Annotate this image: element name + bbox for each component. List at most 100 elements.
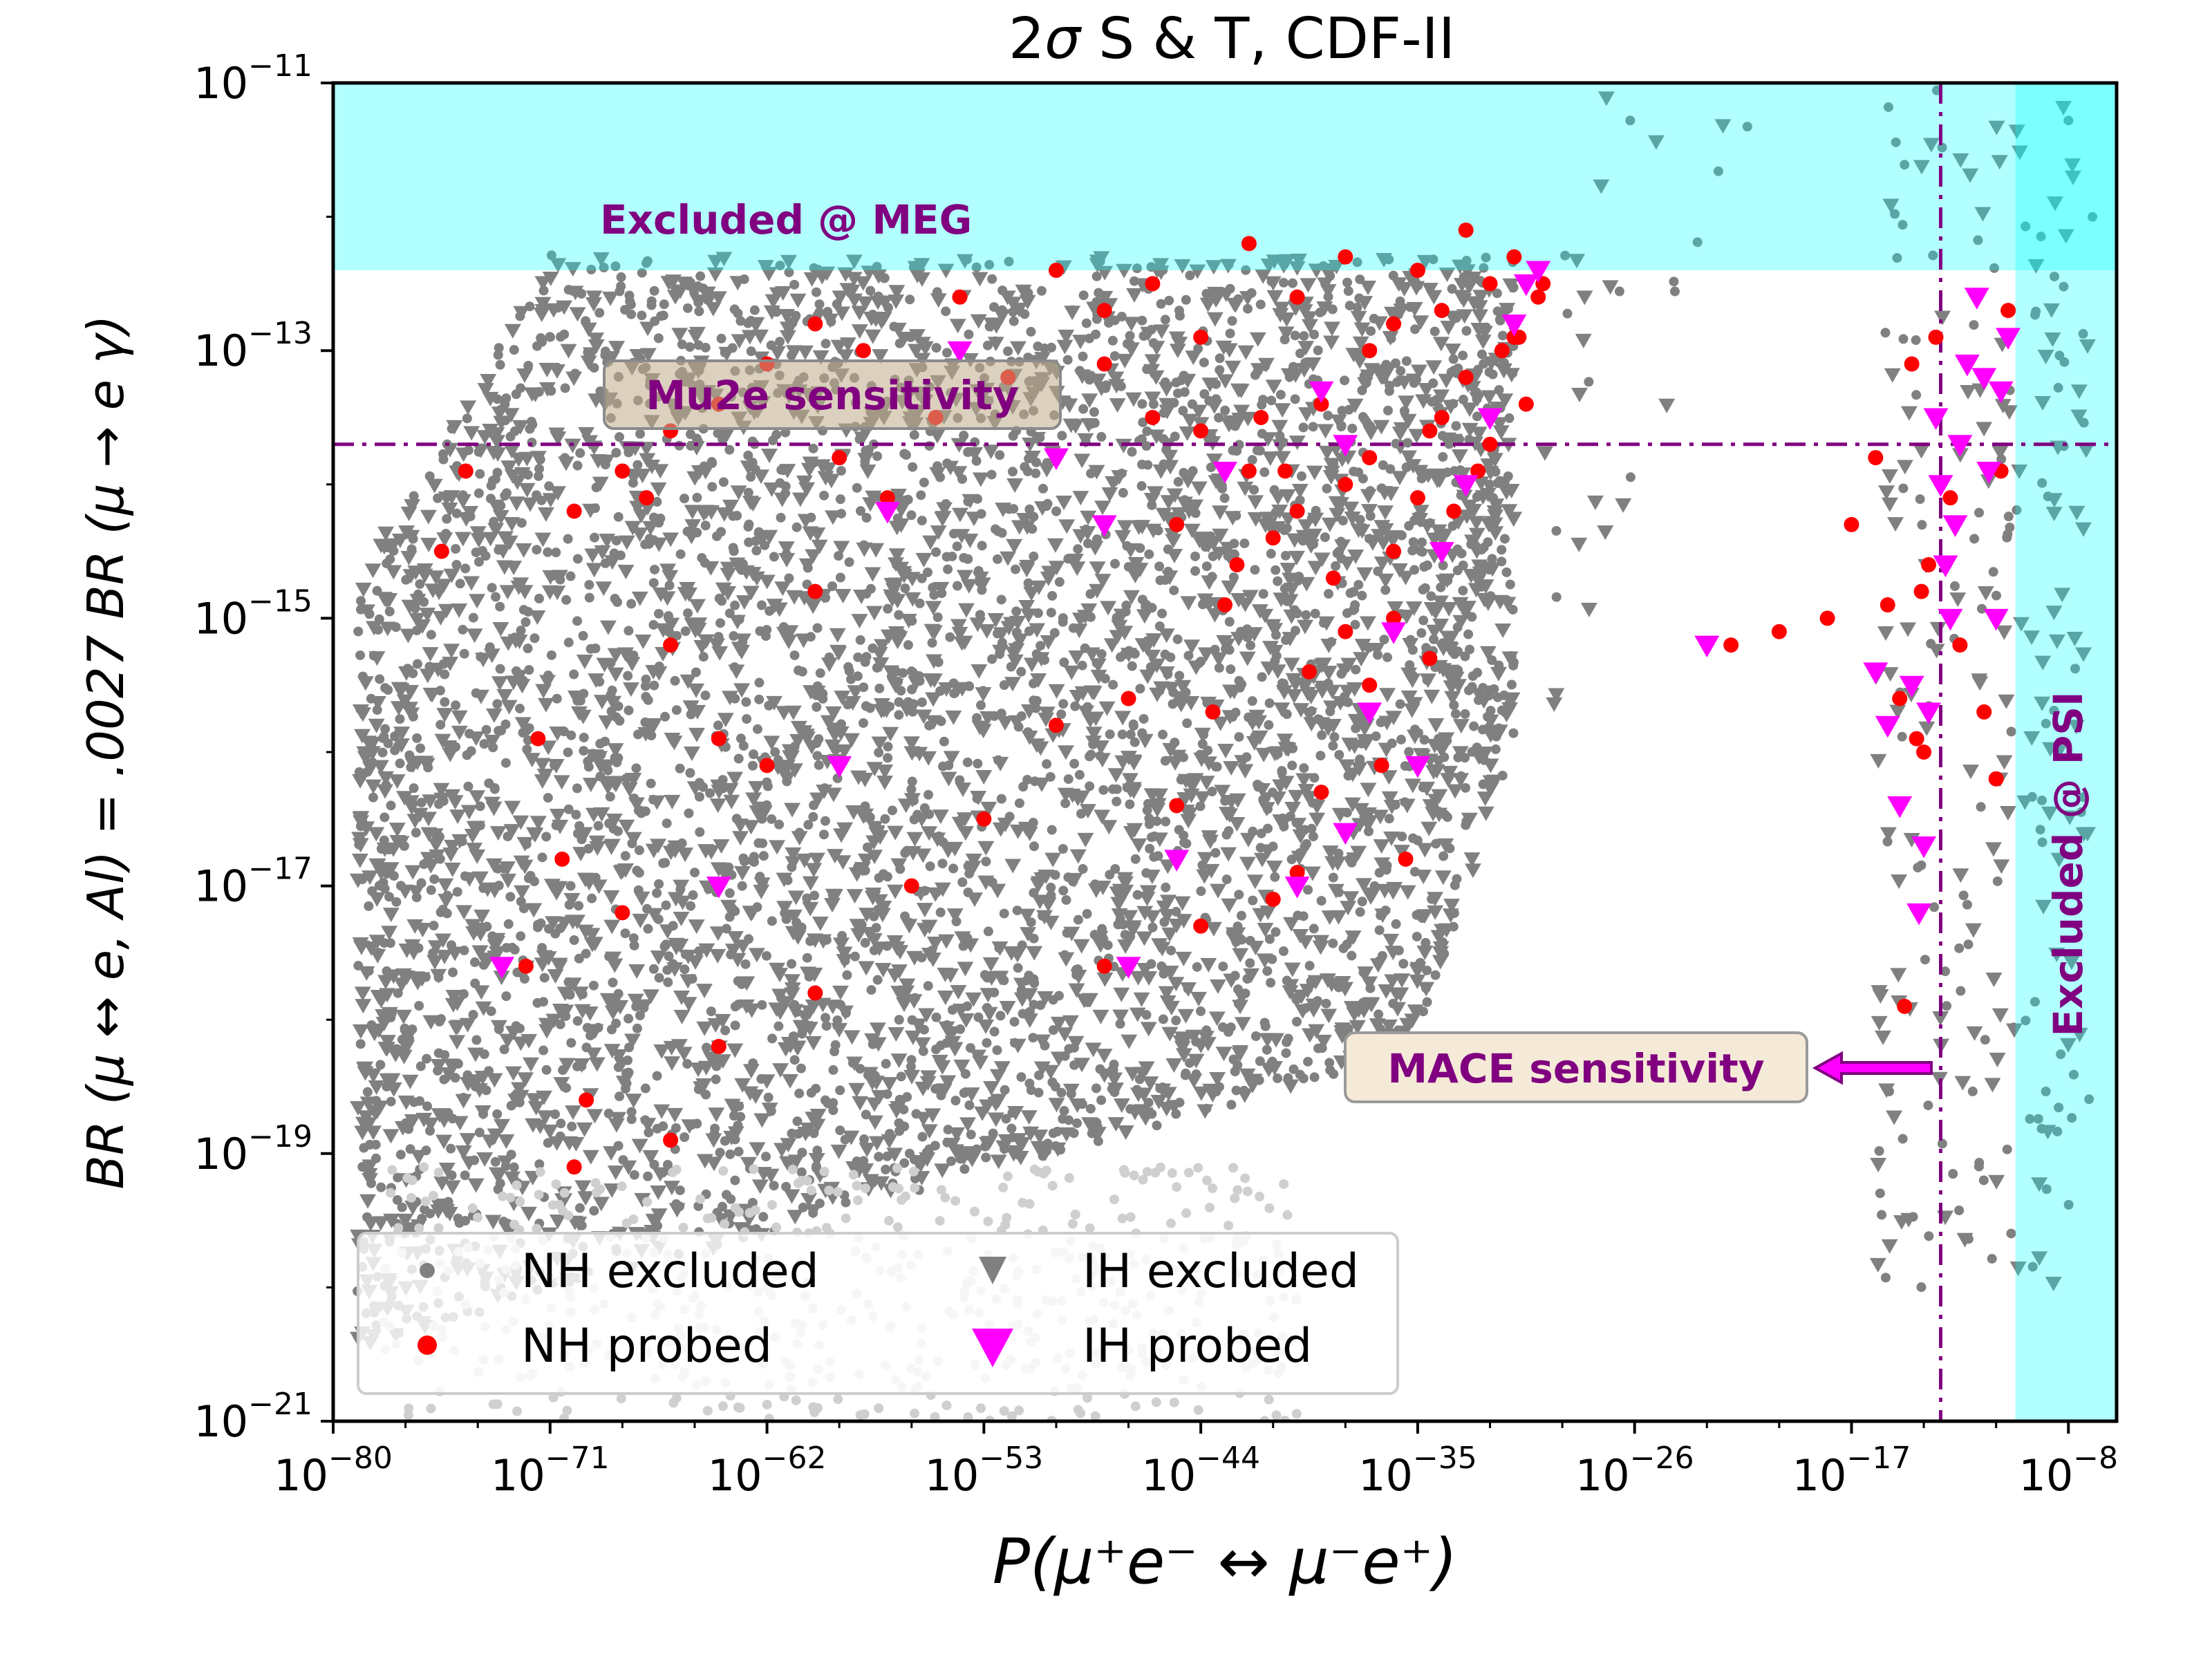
nh-excluded-point (649, 680, 659, 691)
nh-excluded-point (487, 476, 498, 486)
ih-excluded-point (650, 537, 668, 552)
nh-excluded-point (1357, 897, 1367, 907)
nh-excluded-point (448, 967, 458, 977)
nh-excluded-point (775, 337, 785, 347)
nh-excluded-point (1219, 493, 1230, 503)
ih-excluded-point (1400, 690, 1418, 705)
ih-excluded-point (357, 1061, 374, 1076)
ih-excluded-point (438, 1203, 456, 1219)
ih-excluded-point (536, 1110, 554, 1125)
ih-excluded-point (689, 294, 706, 310)
ih-excluded-point (723, 794, 740, 809)
ih-excluded-point (857, 853, 874, 868)
ih-excluded-point (834, 855, 852, 870)
ih-excluded-point (779, 321, 796, 337)
nh-excluded-point (1404, 747, 1414, 757)
ih-excluded-point (1313, 935, 1330, 950)
nh-excluded-point (392, 1194, 402, 1205)
nh-excluded-point (918, 1046, 928, 1056)
ih-excluded-point (749, 1142, 766, 1157)
ih-excluded-point (1211, 505, 1228, 521)
nh-excluded-point (1051, 506, 1062, 516)
ih-excluded-point (805, 549, 822, 564)
nh-excluded-point (1181, 838, 1192, 849)
ih-excluded-point (887, 884, 904, 899)
ih-excluded-point (1481, 390, 1498, 405)
nh-excluded-point (572, 460, 583, 471)
ih-excluded-point (890, 322, 907, 337)
nh-excluded-point (1210, 847, 1221, 858)
ih-excluded-point (1221, 580, 1238, 595)
ih-excluded-point (395, 968, 412, 983)
ih-excluded-point (769, 287, 786, 302)
nh-excluded-point (1461, 606, 1471, 617)
ih-excluded-point (1077, 433, 1094, 448)
nh-excluded-point (1478, 682, 1488, 693)
nh-excluded-point (364, 901, 374, 911)
nh-excluded-point (1351, 723, 1361, 733)
ih-excluded-point (422, 794, 439, 809)
ih-excluded-point (777, 996, 794, 1011)
ih-excluded-point (742, 585, 760, 601)
ih-excluded-point (1255, 747, 1273, 762)
nh-excluded-point (1247, 455, 1257, 465)
ih-excluded-point (590, 879, 608, 894)
nh-excluded-point (626, 1114, 637, 1125)
ih-excluded-point (454, 532, 471, 547)
nh-excluded-point (1410, 324, 1421, 335)
nh-excluded-point (563, 747, 573, 758)
ih-excluded-point (1081, 993, 1098, 1008)
ih-excluded-point (903, 1069, 921, 1085)
ih-excluded-point (783, 974, 800, 989)
nh-excluded-point (1136, 434, 1147, 444)
ih-excluded-point (581, 1006, 599, 1021)
ih-excluded-point (504, 324, 521, 339)
nh-excluded-point (1192, 962, 1202, 972)
ih-excluded-point (880, 629, 897, 644)
ih-excluded-point (622, 682, 639, 697)
nh-excluded-point (963, 554, 973, 564)
nh-excluded-point (734, 615, 744, 625)
nh-excluded-point (1045, 771, 1056, 782)
ih-excluded-point (1362, 426, 1380, 441)
nh-excluded-point (695, 827, 705, 837)
ih-excluded-point (603, 919, 621, 935)
nh-excluded-point (546, 250, 556, 261)
ih-excluded-point (1408, 281, 1425, 296)
nh-excluded-point (746, 346, 756, 357)
ih-excluded-point (881, 1077, 898, 1092)
ih-excluded-point (625, 832, 642, 847)
nh-excluded-point (411, 626, 422, 636)
ih-excluded-point (404, 865, 422, 880)
nh-excluded-point (459, 945, 469, 955)
nh-excluded-point (1047, 590, 1058, 601)
nh-excluded-point (424, 471, 435, 481)
ih-excluded-point (1159, 995, 1177, 1010)
ih-excluded-point (1219, 638, 1236, 653)
ih-excluded-point (1440, 320, 1457, 335)
nh-excluded-point (746, 471, 756, 482)
ih-excluded-point (1492, 425, 1510, 440)
ih-excluded-point (1109, 630, 1126, 645)
ih-excluded-point (650, 482, 667, 497)
nh-excluded-point (611, 447, 621, 458)
ih-excluded-point (1470, 427, 1488, 442)
nh-excluded-point (579, 732, 589, 742)
nh-excluded-point (693, 1084, 704, 1094)
nh-excluded-point (1138, 417, 1148, 427)
nh-excluded-point (882, 1151, 892, 1161)
nh-excluded-point (955, 775, 965, 785)
ih-excluded-point (436, 950, 453, 965)
nh-excluded-point (1042, 458, 1052, 468)
nh-excluded-point (1336, 668, 1347, 679)
ih-excluded-point (1382, 330, 1399, 346)
nh-excluded-point (1321, 998, 1331, 1009)
ih-excluded-point (950, 985, 967, 1000)
ih-excluded-point (1147, 486, 1164, 501)
nh-excluded-point (1142, 426, 1152, 436)
ih-excluded-point (1374, 908, 1391, 924)
ih-excluded-point (882, 727, 899, 742)
ih-excluded-point (404, 1114, 421, 1129)
nh-excluded-point (1135, 684, 1145, 694)
ih-excluded-point (745, 792, 762, 807)
